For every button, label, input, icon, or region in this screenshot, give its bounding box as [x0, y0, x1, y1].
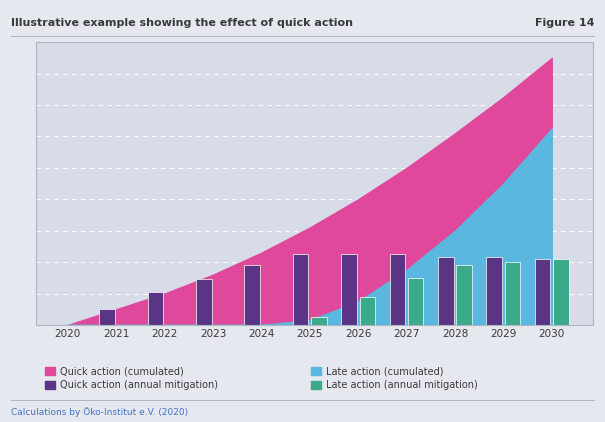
- Legend: Quick action (cumulated), Quick action (annual mitigation): Quick action (cumulated), Quick action (…: [41, 363, 221, 394]
- Bar: [36, 42, 593, 325]
- Text: Figure 14: Figure 14: [535, 18, 594, 28]
- Bar: [553, 259, 569, 325]
- Bar: [438, 257, 454, 325]
- Bar: [390, 254, 405, 325]
- Bar: [486, 257, 502, 325]
- Text: Illustrative example showing the effect of quick action: Illustrative example showing the effect …: [11, 18, 353, 28]
- Bar: [359, 297, 375, 325]
- Bar: [505, 262, 520, 325]
- Text: Calculations by Öko-Institut e.V. (2020): Calculations by Öko-Institut e.V. (2020): [11, 407, 188, 417]
- Bar: [535, 259, 551, 325]
- Bar: [456, 265, 472, 325]
- Bar: [311, 317, 327, 325]
- Bar: [196, 279, 212, 325]
- Bar: [99, 309, 115, 325]
- Bar: [408, 278, 424, 325]
- Legend: Late action (cumulated), Late action (annual mitigation): Late action (cumulated), Late action (an…: [307, 363, 482, 394]
- Bar: [293, 254, 309, 325]
- Bar: [341, 254, 357, 325]
- Bar: [244, 265, 260, 325]
- Bar: [148, 292, 163, 325]
